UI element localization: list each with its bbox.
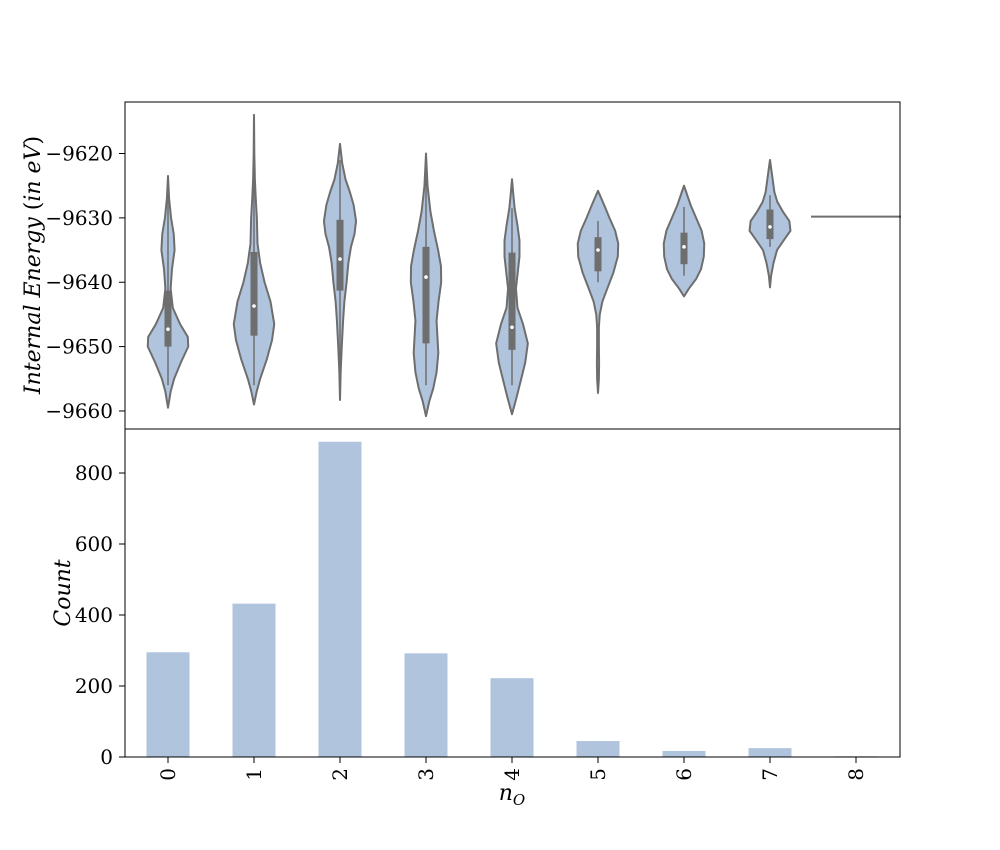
bar-y-tick-label: 600 [75,532,113,556]
bar-y-ticks: 0 200 400 600 800 [75,461,125,769]
violin-3 [409,152,443,418]
violin-median-dot [510,325,514,330]
x-tick-label: 8 [844,768,868,781]
bar-y-tick-label: 800 [75,461,113,485]
bar-6 [662,750,706,757]
bar-5 [576,741,620,757]
violin-y-tick-label: −9640 [45,270,113,294]
violin-median-dot [252,304,256,308]
bar-2 [318,441,362,757]
violin-body [576,189,620,394]
violin-median-dot [768,225,772,229]
bar-y-tick-label: 200 [75,674,113,698]
violin-panel: −9660 −9650 −9640 −9630 −9620 Internal Energ… [21,101,901,430]
x-tick-label: 1 [242,768,266,781]
x-tick-label: 7 [758,768,782,781]
bar-y-axis-label: Count [51,559,76,626]
violin-iqr-box [766,209,774,240]
violin-5 [576,189,620,394]
x-tick-label: 2 [328,768,352,781]
violin-0 [146,175,190,409]
violin-median-dot [338,257,342,261]
violin-y-tick-label: −9650 [45,335,113,359]
violin-6 [662,184,706,298]
violin-iqr-box [508,252,516,350]
x-tick-label: 4 [500,768,524,781]
bar-4 [490,678,534,757]
violin-iqr-box [336,219,344,291]
violin-y-tick-label: −9660 [45,399,113,423]
violin-y-tick-label: −9620 [45,141,113,165]
bar-x-ticks: 0 1 2 3 4 5 6 7 8 [156,757,868,781]
violin-iqr-box [164,290,172,347]
violin-4 [495,178,529,416]
bar-7 [748,748,792,757]
bar-y-tick-label: 0 [100,745,113,769]
violin-y-ticks: −9660 −9650 −9640 −9630 −9620 [45,141,125,423]
violin-iqr-box [422,246,430,344]
violin-y-axis-label: Internal Energy (in eV) [21,136,46,395]
violin-median-dot [166,327,170,332]
bars [146,441,878,758]
violin-iqr-box [250,251,258,336]
bar-y-tick-label: 400 [75,603,113,627]
x-tick-label: 6 [672,768,696,781]
violin-7 [748,158,792,289]
violin-y-tick-label: −9630 [45,206,113,230]
bar-1 [232,603,276,757]
violin-median-dot [424,275,428,279]
violin-2 [322,142,358,402]
bar-3 [404,653,448,757]
violin-iqr-box [594,237,602,272]
bar-0 [146,652,190,757]
x-tick-label: 0 [156,768,180,781]
violin-median-dot [682,245,686,249]
violin-median-dot [596,248,600,252]
x-tick-label: 3 [414,768,438,781]
bar-panel: 0 200 400 600 800 0 1 2 3 4 5 6 7 8 Count nO [51,428,901,809]
violin-1 [232,113,276,406]
x-tick-label: 5 [586,768,610,781]
violin-bodies [146,113,901,418]
bar-x-axis-label: nO [499,781,525,809]
